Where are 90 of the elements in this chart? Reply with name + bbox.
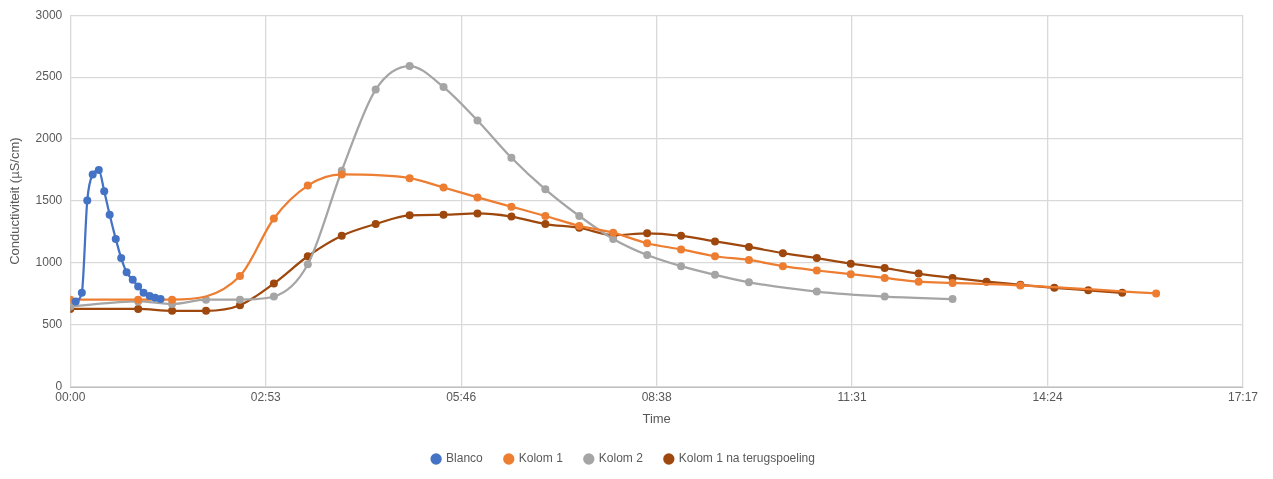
point [405, 174, 414, 183]
point [778, 249, 787, 258]
point [948, 278, 957, 287]
legend-label: Kolom 1 [518, 451, 564, 466]
x-tick-label: 17:17 [1227, 389, 1259, 404]
point [105, 210, 114, 219]
point [846, 270, 855, 279]
point [677, 262, 686, 271]
y-tick-label: 3000 [35, 7, 63, 22]
point [100, 187, 109, 196]
point [168, 295, 177, 304]
point [880, 292, 889, 301]
point [439, 210, 448, 219]
point [439, 183, 448, 192]
point [269, 292, 278, 301]
x-tick-label: 11:31 [837, 389, 867, 404]
point [541, 185, 550, 194]
point [541, 220, 550, 229]
point [541, 211, 550, 220]
y-axis-title: Conductiviteit (µS/cm) [7, 137, 23, 265]
x-tick-label: 02:53 [250, 389, 282, 404]
legend-label: Kolom 1 na terugspoeling [678, 451, 815, 466]
point [473, 209, 482, 218]
point [111, 234, 120, 243]
y-tick-label: 1500 [35, 193, 63, 208]
point [83, 196, 92, 205]
point [235, 272, 244, 281]
x-tick-label: 00:00 [55, 389, 86, 404]
point [71, 297, 80, 306]
point [94, 166, 103, 175]
point [371, 220, 380, 229]
x-tick-label: 08:38 [641, 389, 672, 404]
point [303, 181, 312, 190]
point [168, 306, 177, 315]
point [405, 211, 414, 220]
point [744, 255, 753, 264]
point [122, 268, 131, 277]
point [439, 83, 448, 92]
point [948, 295, 957, 304]
point [812, 266, 821, 275]
legend-label: Kolom 2 [598, 451, 644, 466]
point [677, 231, 686, 240]
point [117, 254, 126, 263]
point [507, 212, 516, 221]
y-tick-label: 2000 [35, 131, 63, 146]
y-tick-label: 2500 [35, 69, 63, 84]
point [880, 264, 889, 273]
point [812, 287, 821, 296]
point [128, 275, 137, 284]
point [507, 202, 516, 211]
x-tick-label: 14:24 [1032, 389, 1063, 404]
y-tick-label: 500 [42, 317, 63, 332]
point [473, 116, 482, 125]
point [643, 229, 652, 238]
point [1152, 289, 1161, 298]
point [77, 288, 86, 297]
point [711, 237, 720, 246]
point [812, 254, 821, 263]
point [235, 295, 244, 304]
point [914, 277, 923, 286]
point [156, 295, 165, 304]
point [880, 273, 889, 282]
point [202, 306, 211, 315]
x-tick-label: 05:46 [446, 389, 477, 404]
point [575, 211, 584, 220]
point [711, 270, 720, 279]
point [744, 242, 753, 251]
point [303, 260, 312, 269]
point [269, 214, 278, 223]
point [88, 170, 97, 179]
point [643, 251, 652, 260]
point [337, 231, 346, 240]
y-tick-label: 1000 [35, 255, 63, 270]
point [643, 239, 652, 248]
point [846, 259, 855, 268]
point [778, 262, 787, 271]
legend-label: Blanco [446, 451, 484, 466]
point [744, 278, 753, 287]
x-axis-title: Time [642, 410, 671, 426]
point [134, 282, 143, 291]
point [677, 245, 686, 254]
point [405, 62, 414, 71]
point [507, 153, 516, 162]
point [473, 193, 482, 202]
point [134, 304, 143, 313]
point [337, 170, 346, 179]
point [711, 252, 720, 261]
point [914, 269, 923, 278]
point [269, 279, 278, 288]
point [371, 85, 380, 94]
